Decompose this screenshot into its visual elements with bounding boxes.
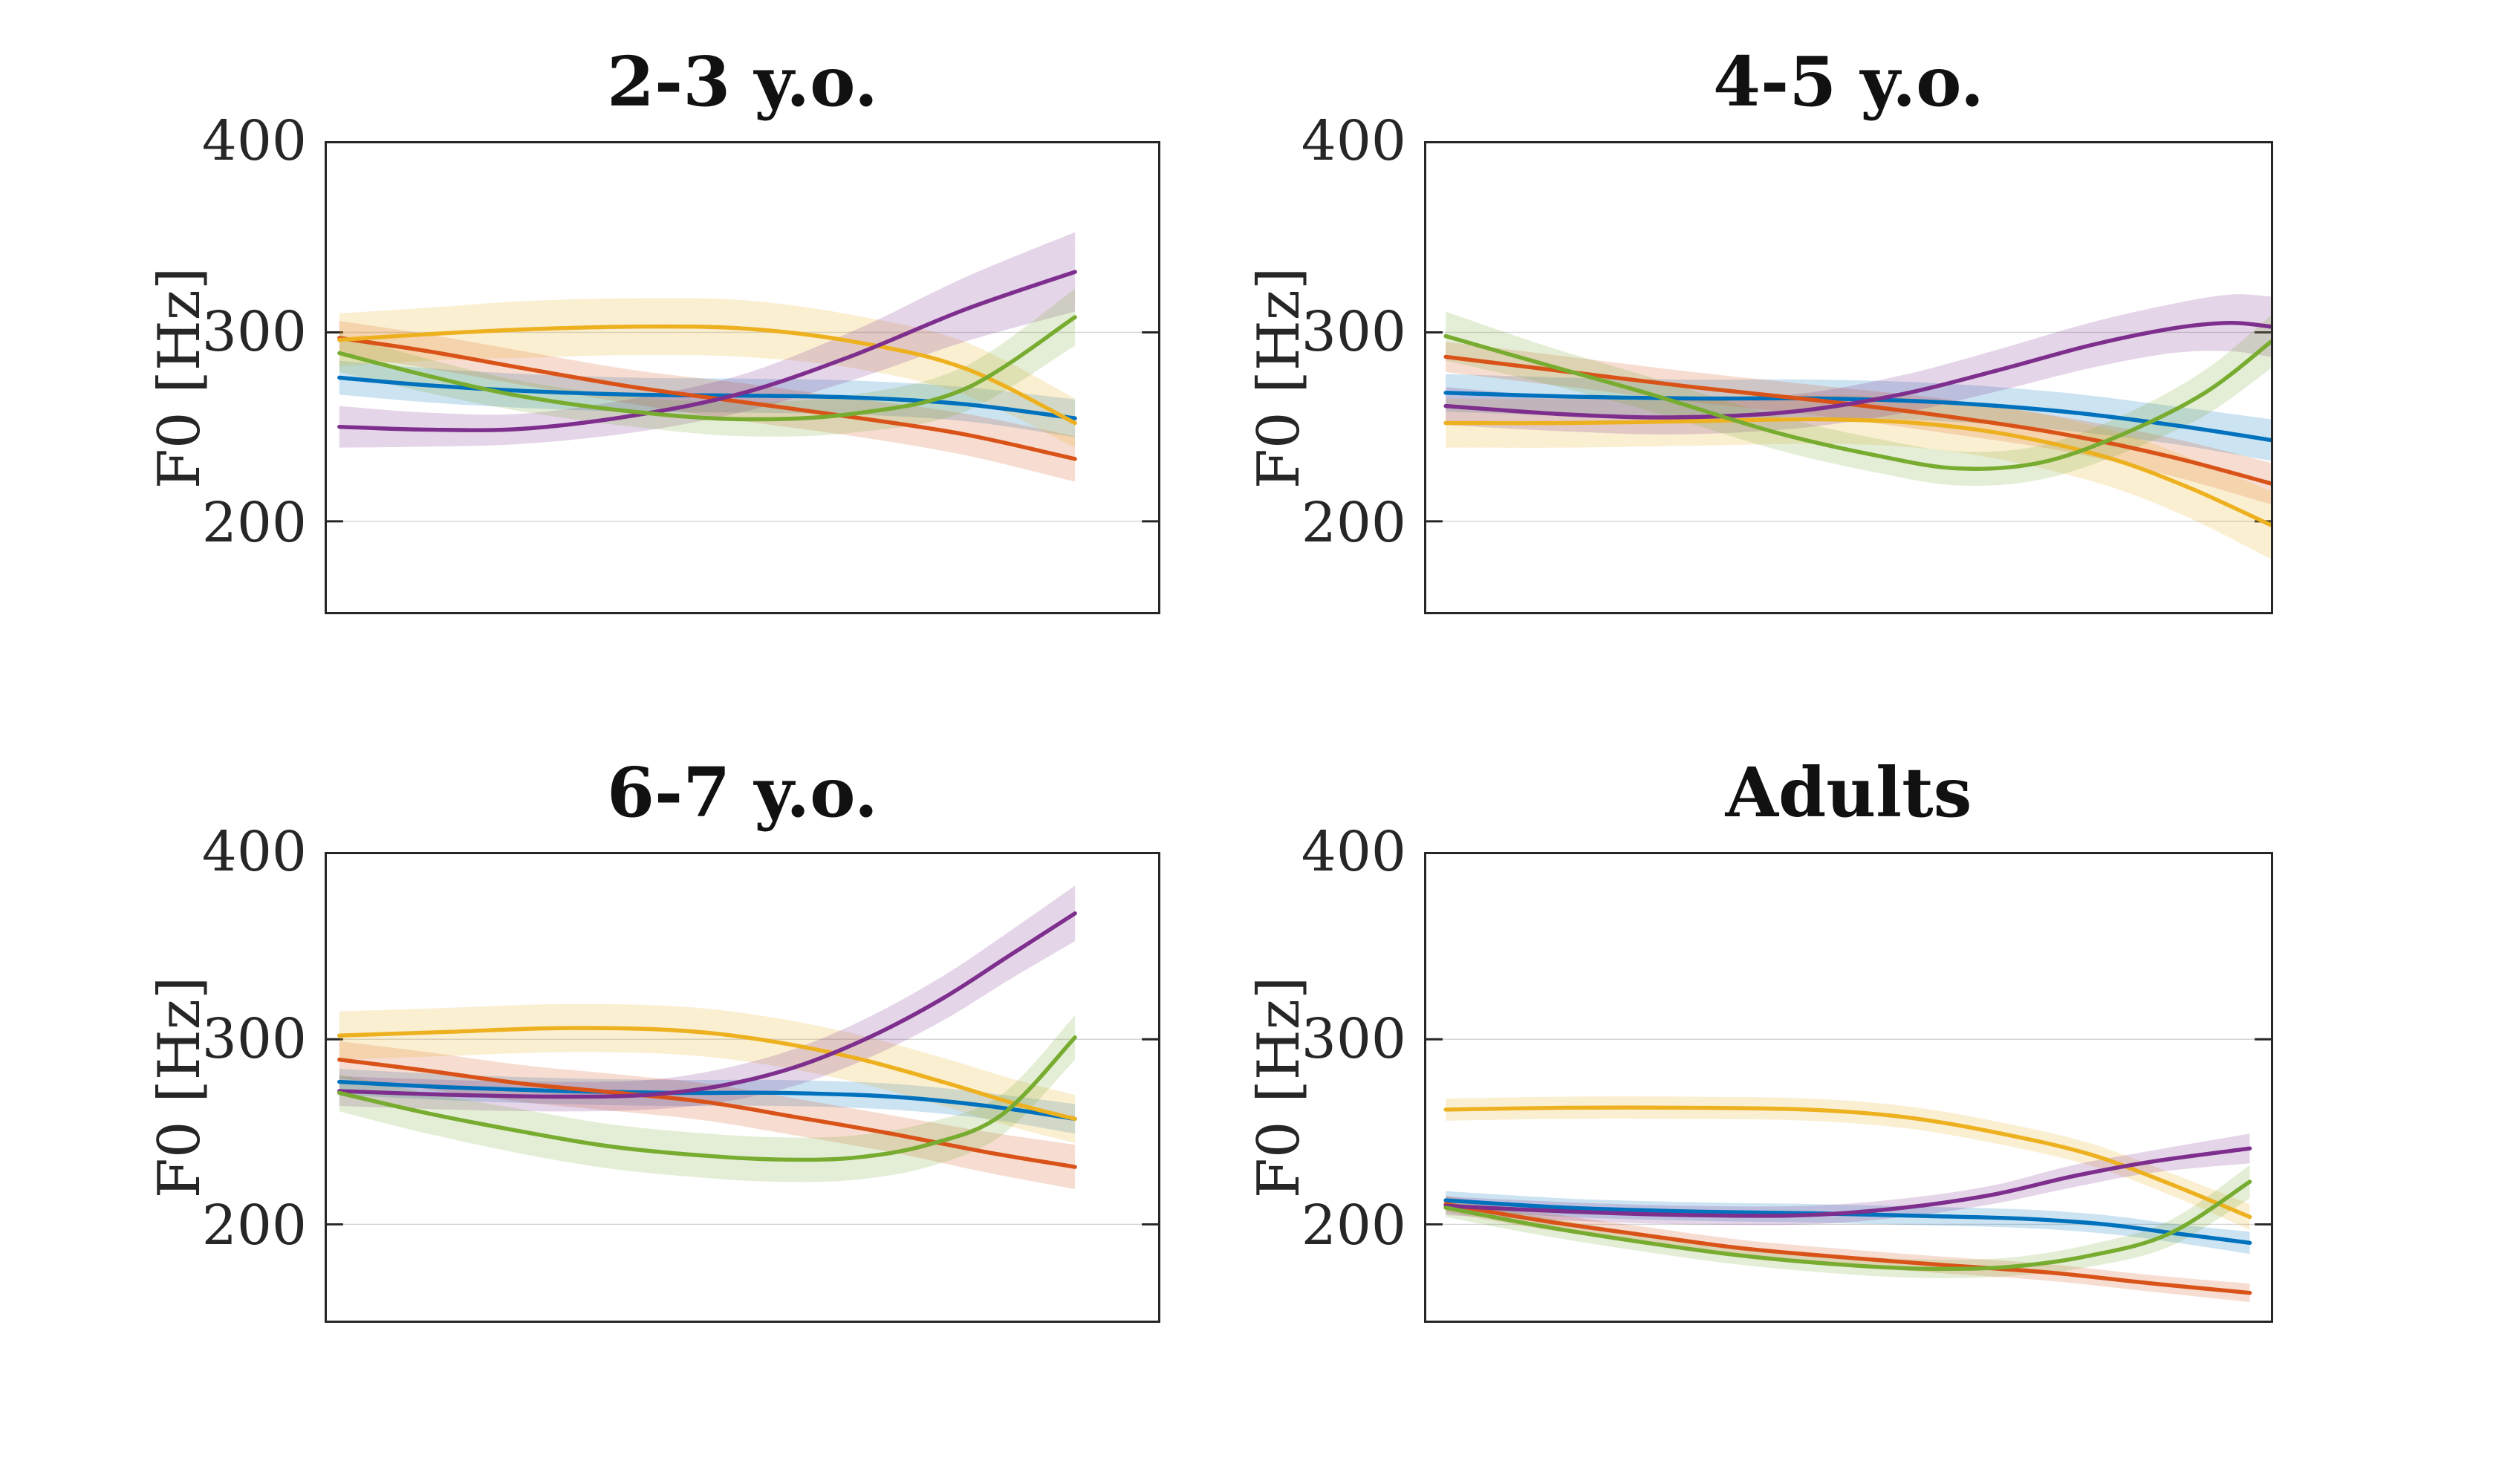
y-tick-label: 300 [201,299,307,364]
series-band-red [1446,1195,2250,1303]
plot-area [327,232,1158,523]
y-tick-label: 400 [201,820,307,884]
series-line-gold [1443,1105,2252,1220]
series-line-purple [1443,1146,2252,1218]
y-tick-label: 400 [1301,820,1406,884]
series-line-purple [1443,320,2271,420]
y-tick-label: 300 [201,1006,307,1071]
series-line-blue [1443,1198,2252,1246]
series-line-green [1443,333,2271,471]
series-line-blue [337,1079,1077,1122]
series-band-blue [1446,1191,2250,1254]
series-line-gold [337,324,1077,426]
series-line-purple [337,270,1077,432]
series-line-red [337,336,1077,461]
panel-adults [1424,852,2273,1323]
series-band-purple [339,885,1076,1112]
series-band-green [1446,1165,2250,1278]
series-line-green [337,315,1077,422]
panel-6-7-yo [325,852,1160,1323]
panel-title-6-7-yo: 6-7 y.o. [607,752,878,833]
panel-title-2-3-yo: 2-3 y.o. [607,42,878,122]
series-line-gold [1443,417,2271,527]
y-tick-label: 300 [1301,299,1406,364]
series-line-gold [337,1026,1077,1122]
series-band-green [1446,311,2271,486]
series-band-purple [1446,1133,2250,1226]
series-band-green [339,1015,1076,1182]
y-tick-label: 300 [1301,1006,1406,1071]
y-tick-label: 200 [201,490,307,555]
panel-title-adults: Adults [1725,752,1972,833]
plot-area [327,885,1158,1226]
series-band-gold [339,298,1076,448]
series-band-gold [339,1003,1076,1143]
series-line-green [1443,1179,2252,1272]
series-line-red [1443,1202,2252,1295]
plot-area [1426,1038,2271,1303]
y-tick-label: 200 [1301,1194,1406,1258]
y-tick-label: 200 [1301,490,1406,555]
y-tick-label: 200 [201,1194,307,1258]
panel-title-4-5-yo: 4-5 y.o. [1713,42,1984,122]
plot-area [1426,294,2271,559]
panel-4-5-yo [1424,141,2273,614]
series-line-green [337,1035,1077,1162]
panel-2-3-yo [325,141,1160,614]
series-band-purple [339,232,1076,448]
series-line-purple [337,911,1077,1099]
y-tick-label: 400 [1301,109,1406,173]
series-line-red [337,1057,1077,1169]
y-tick-label: 400 [201,109,307,173]
